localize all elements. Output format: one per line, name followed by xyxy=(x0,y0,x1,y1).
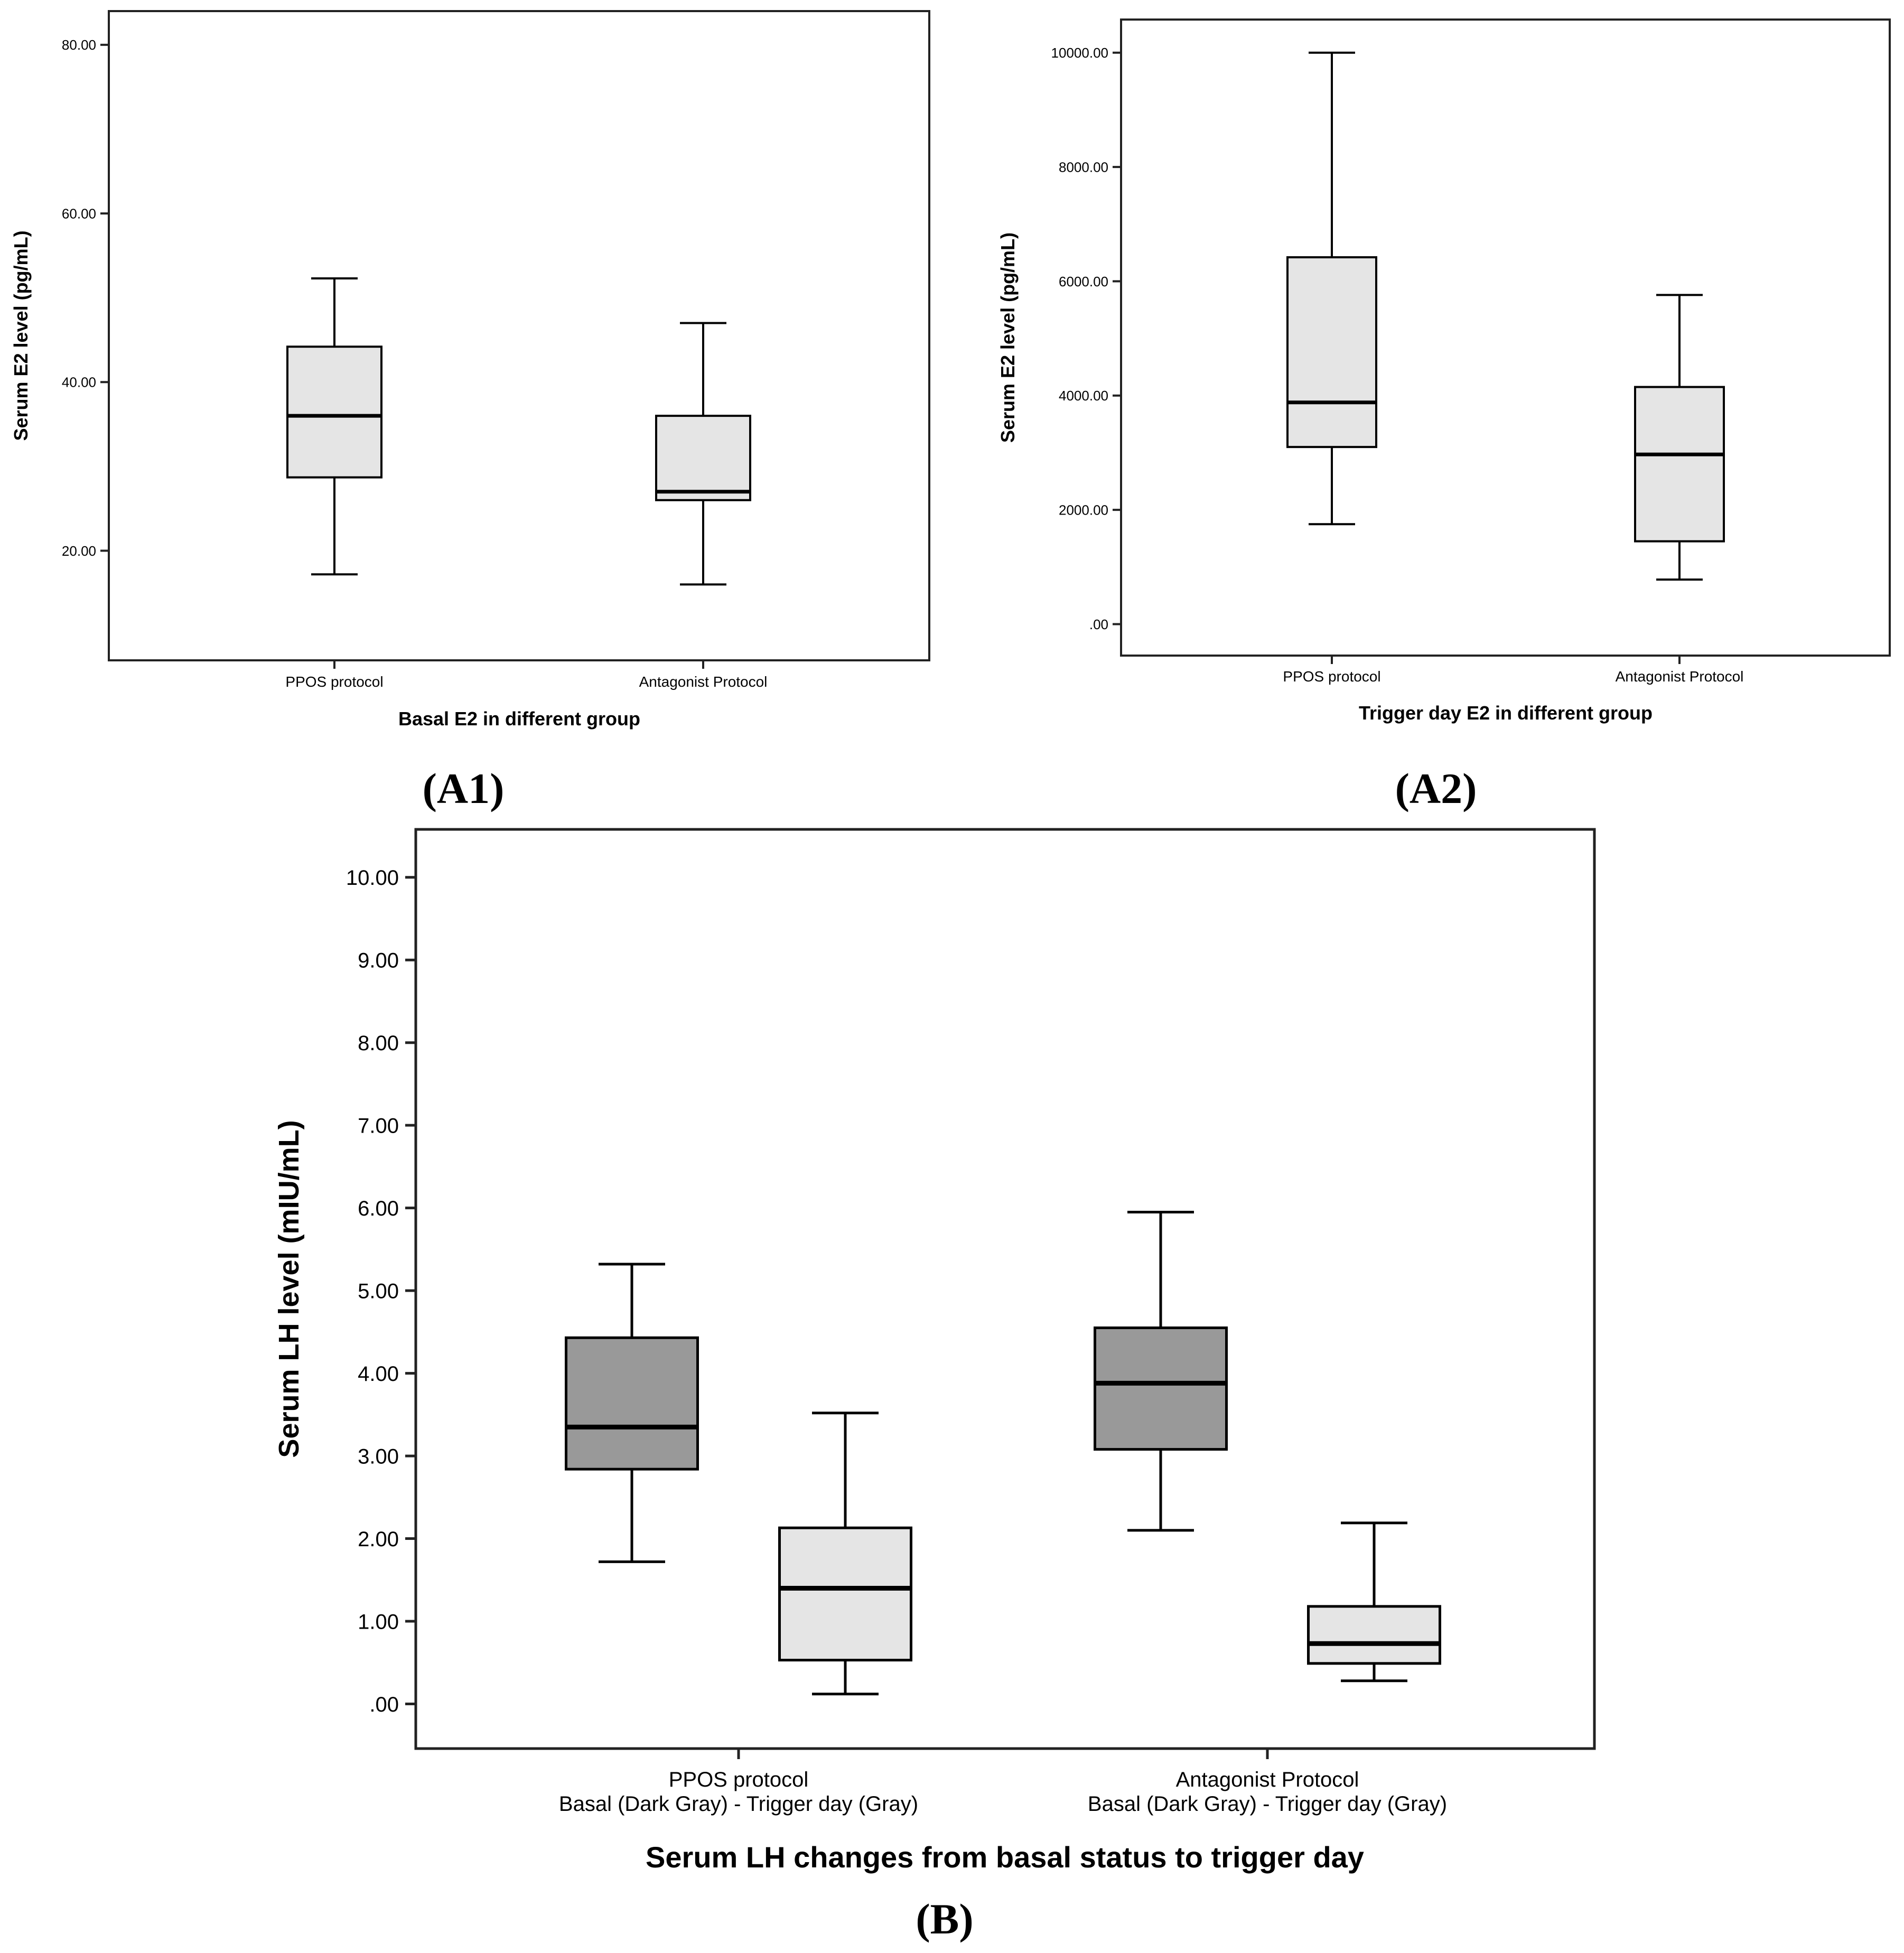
y-tick-label: 20.00 xyxy=(62,543,96,559)
y-tick-label: 5.00 xyxy=(358,1280,399,1303)
box-iqr xyxy=(655,415,751,501)
panel-label: (A1) xyxy=(423,764,505,812)
y-tick-label: 8000.00 xyxy=(1059,159,1108,175)
x-tick-label: PPOS protocol xyxy=(1283,668,1380,685)
box-iqr xyxy=(1286,256,1377,448)
y-tick-label: .00 xyxy=(369,1693,399,1716)
y-tick-label: 8.00 xyxy=(358,1032,399,1055)
box-plot xyxy=(778,1412,912,1696)
y-tick-label: 60.00 xyxy=(62,205,96,221)
y-tick-label: 10.00 xyxy=(346,866,399,890)
y-tick-label: 80.00 xyxy=(62,37,96,53)
box-plot xyxy=(286,277,382,576)
y-axis-title: Serum E2 level (pg/mL) xyxy=(997,232,1019,443)
y-tick-label: 10000.00 xyxy=(1051,45,1108,61)
y-tick-label: 1.00 xyxy=(358,1610,399,1633)
plot-frame xyxy=(414,828,1596,1750)
x-tick-label: PPOS protocol xyxy=(669,1768,809,1791)
y-tick-label: 6000.00 xyxy=(1059,274,1108,289)
panel-label: (B) xyxy=(916,1895,973,1943)
panel-b: .00 1.00 2.00 3.00 4.00 5.00 6.00 7.00 8.00 9.00 1… xyxy=(273,828,1596,1943)
x-tick-label: PPOS protocol xyxy=(285,674,383,690)
x-axis-title: Serum LH changes from basal status to tr… xyxy=(646,1840,1364,1874)
box-plot xyxy=(655,322,751,586)
box-iqr xyxy=(565,1336,699,1471)
panel-a1: 20.00 40.00 60.00 80.00 PPOS protocol Antagon… xyxy=(10,10,930,812)
plot-frame xyxy=(1120,18,1891,657)
box-iqr xyxy=(1307,1605,1441,1665)
box-iqr xyxy=(286,345,382,479)
x-axis-title: Basal E2 in different group xyxy=(398,708,640,730)
box-plot xyxy=(1634,294,1725,581)
x-tick-label: Antagonist Protocol xyxy=(1176,1768,1359,1791)
x-tick-label: Antagonist Protocol xyxy=(1616,668,1744,685)
y-tick-label: 6.00 xyxy=(358,1197,399,1220)
x-tick-sublabel: Basal (Dark Gray) - Trigger day (Gray) xyxy=(1088,1792,1447,1816)
y-axis-title: Serum E2 level (pg/mL) xyxy=(10,230,32,441)
box-plot xyxy=(1307,1521,1441,1683)
y-tick-label: 4.00 xyxy=(358,1362,399,1386)
y-tick-label: 2.00 xyxy=(358,1528,399,1551)
box-iqr xyxy=(1094,1326,1228,1451)
box-iqr xyxy=(778,1526,912,1662)
box-plot xyxy=(1094,1210,1228,1532)
panel-a2: .00 2000.00 4000.00 6000.00 8000.00 10000.00 P… xyxy=(997,18,1891,812)
y-tick-label: 7.00 xyxy=(358,1115,399,1138)
box-plot xyxy=(565,1263,699,1563)
plot-frame xyxy=(108,10,930,661)
box-plot xyxy=(1286,51,1377,526)
y-tick-label: 9.00 xyxy=(358,949,399,973)
y-tick-label: 2000.00 xyxy=(1059,502,1108,518)
box-iqr xyxy=(1634,386,1725,543)
panel-label: (A2) xyxy=(1395,764,1477,812)
x-tick-label: Antagonist Protocol xyxy=(639,674,768,690)
y-axis-title: Serum LH level (mIU/mL) xyxy=(273,1120,305,1457)
y-tick-label: .00 xyxy=(1089,616,1108,632)
y-tick-label: 40.00 xyxy=(62,375,96,390)
x-tick-sublabel: Basal (Dark Gray) - Trigger day (Gray) xyxy=(559,1792,918,1816)
y-tick-label: 3.00 xyxy=(358,1445,399,1468)
x-axis-title: Trigger day E2 in different group xyxy=(1359,702,1653,724)
y-tick-label: 4000.00 xyxy=(1059,388,1108,404)
